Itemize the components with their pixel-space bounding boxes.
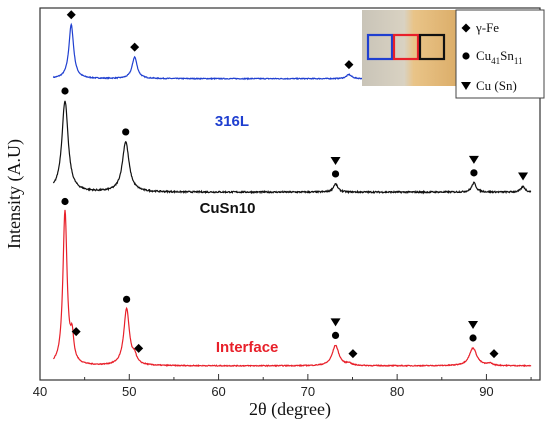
inset-region-box xyxy=(418,33,446,61)
legend: γ-Fe Cu41Sn11 Cu (Sn) xyxy=(455,9,545,99)
legend-triangle-icon xyxy=(461,82,471,90)
x-tick-label: 70 xyxy=(301,384,315,399)
plot-frame xyxy=(39,7,541,381)
legend-label-cu41sn11: Cu41Sn11 xyxy=(476,48,523,66)
gamma-fe-marker xyxy=(66,10,76,20)
y-axis-title: Intensity (A.U) xyxy=(4,139,25,249)
series-line-cusn10 xyxy=(52,100,532,195)
cu41sn11-marker xyxy=(123,295,131,303)
x-tick-label: 60 xyxy=(211,384,225,399)
gamma-fe-marker xyxy=(489,349,499,359)
series-line-interface xyxy=(52,209,532,368)
inset-region-box xyxy=(366,33,394,61)
x-axis-title: 2θ (degree) xyxy=(249,399,331,420)
x-tick-label: 90 xyxy=(479,384,493,399)
gamma-fe-marker xyxy=(344,60,354,70)
cu-sn-marker xyxy=(468,321,479,330)
cu41sn11-marker xyxy=(470,169,478,177)
cu-sn-marker xyxy=(330,318,341,327)
x-axis-ticks: 40 50 60 70 80 90 xyxy=(33,374,532,399)
cu-sn-marker xyxy=(518,172,529,181)
inset-background xyxy=(362,10,456,86)
series-label-316l: 316L xyxy=(215,113,249,130)
cu41sn11-marker xyxy=(331,331,340,340)
x-tick-label: 40 xyxy=(33,384,47,399)
cu41sn11-marker xyxy=(61,197,69,206)
series-labels: 316L CuSn10 Interface xyxy=(200,113,279,356)
gamma-fe-marker xyxy=(71,327,81,337)
legend-diamond-icon xyxy=(461,23,471,33)
sample-inset-photo xyxy=(362,10,456,86)
legend-circle-icon xyxy=(462,52,470,60)
cu41sn11-marker xyxy=(331,170,340,178)
series-label-cusn10: CuSn10 xyxy=(200,200,256,217)
x-tick-label: 80 xyxy=(390,384,404,399)
inset-region-box xyxy=(392,33,420,61)
gamma-fe-marker xyxy=(134,343,144,353)
legend-label-gamma-fe: γ-Fe xyxy=(475,20,499,35)
cu41sn11-marker xyxy=(122,128,130,136)
gamma-fe-marker xyxy=(130,42,140,52)
cu-sn-marker xyxy=(468,155,479,164)
cu41sn11-marker xyxy=(61,87,69,95)
legend-label-cu-sn: Cu (Sn) xyxy=(476,78,517,93)
series-label-interface: Interface xyxy=(216,339,279,356)
x-tick-label: 50 xyxy=(122,384,136,399)
cu-sn-marker xyxy=(330,156,341,165)
legend-box xyxy=(455,9,545,99)
gamma-fe-marker xyxy=(348,349,358,359)
cu41sn11-marker xyxy=(469,334,477,342)
